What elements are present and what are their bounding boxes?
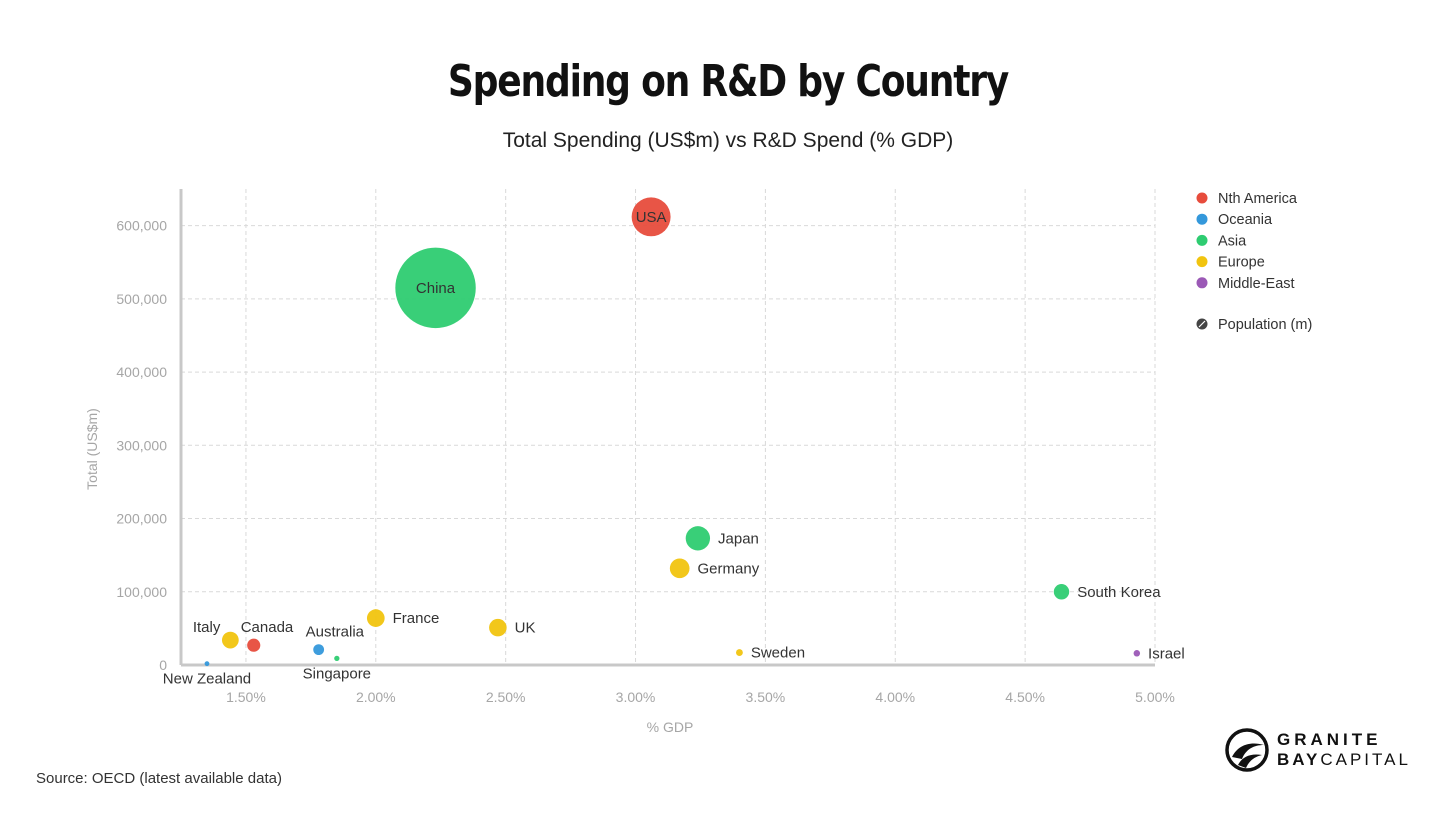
legend-label: Middle-East — [1218, 276, 1295, 292]
axis-layer: 1.50% 2.00% 2.50% 3.00% 3.50% 4.00% 4.50% 5.00%… — [84, 189, 1175, 735]
bubble-canada — [247, 638, 261, 652]
bubble-south-korea — [1053, 584, 1070, 600]
chart-subtitle: Total Spending (US$m) vs R&D Spend (% GD… — [502, 129, 954, 152]
y-tick-label: 0 — [159, 657, 167, 673]
bubble-australia — [313, 644, 325, 656]
x-tick-label: 4.50% — [1005, 689, 1045, 705]
y-tick-label: 200,000 — [116, 511, 167, 527]
legend-marker — [1196, 213, 1208, 225]
legend-label: Europe — [1218, 255, 1265, 271]
bubble-new-zealand — [204, 661, 210, 667]
brand-name-line2: BAYCAPITAL — [1277, 750, 1411, 770]
data-label: Italy — [193, 619, 221, 636]
legend-label: Asia — [1218, 233, 1247, 249]
data-label: USA — [636, 209, 667, 226]
x-tick-label: 2.00% — [356, 689, 396, 705]
bubble-sweden — [736, 649, 743, 656]
bubble-germany — [669, 558, 690, 579]
source-note: Source: OECD (latest available data) — [36, 770, 282, 787]
data-label: South Korea — [1077, 584, 1161, 601]
data-label: Israel — [1148, 645, 1185, 662]
y-tick-label: 500,000 — [116, 291, 167, 307]
y-tick-label: 100,000 — [116, 584, 167, 600]
chart-title: Spending on R&D by Country — [447, 56, 1009, 107]
wave-logo-icon — [1225, 728, 1269, 772]
bubble-israel — [1133, 650, 1141, 657]
legend-marker — [1196, 277, 1208, 289]
bubble-france — [366, 609, 385, 627]
granite-bay-capital-logo: GRANITE BAYCAPITAL — [1224, 727, 1424, 777]
x-tick-label: 2.50% — [486, 689, 526, 705]
legend-marker — [1196, 256, 1208, 268]
legend-label-population: Population (m) — [1218, 317, 1312, 333]
data-label: Sweden — [751, 645, 805, 662]
x-tick-label: 4.00% — [875, 689, 915, 705]
population-size-icon-slash — [1198, 320, 1206, 328]
data-label: China — [416, 280, 456, 297]
brand-name-capital: CAPITAL — [1320, 750, 1411, 769]
brand-name-bay: BAY — [1277, 750, 1321, 769]
x-tick-label: 1.50% — [226, 689, 266, 705]
bubble-usa — [631, 197, 671, 237]
y-tick-label: 400,000 — [116, 364, 167, 380]
data-label: New Zealand — [163, 671, 251, 688]
bubble-layer — [204, 197, 1141, 667]
legend-label: Oceania — [1218, 212, 1273, 228]
grid-layer — [181, 189, 1156, 665]
bubble-china — [395, 247, 476, 329]
y-axis-title: Total (US$m) — [84, 408, 100, 490]
legend-label: Nth America — [1218, 191, 1298, 207]
label-layer: USA China Japan Germany South Korea France UK I… — [163, 209, 1185, 688]
bubble-uk — [489, 618, 507, 637]
legend-marker — [1196, 234, 1208, 246]
data-label: France — [393, 610, 440, 627]
data-label: Japan — [718, 530, 759, 547]
brand-name-line1: GRANITE — [1277, 730, 1382, 749]
data-label: Australia — [306, 624, 365, 641]
bubble-singapore — [334, 655, 340, 662]
y-tick-label: 300,000 — [116, 437, 167, 453]
x-axis-title: % GDP — [647, 719, 694, 735]
data-label: Germany — [698, 560, 760, 577]
data-label: Canada — [241, 619, 294, 636]
x-tick-label: 3.00% — [616, 689, 656, 705]
x-tick-label: 3.50% — [746, 689, 786, 705]
data-label: Singapore — [303, 665, 371, 682]
bubble-italy — [221, 631, 239, 649]
y-tick-label: 600,000 — [116, 218, 167, 234]
bubble-japan — [685, 526, 711, 551]
data-label: UK — [515, 620, 536, 637]
x-tick-label: 5.00% — [1135, 689, 1175, 705]
legend-marker — [1196, 192, 1208, 204]
legend: Nth America Oceania Asia Europe Middle-East P… — [1196, 191, 1312, 333]
